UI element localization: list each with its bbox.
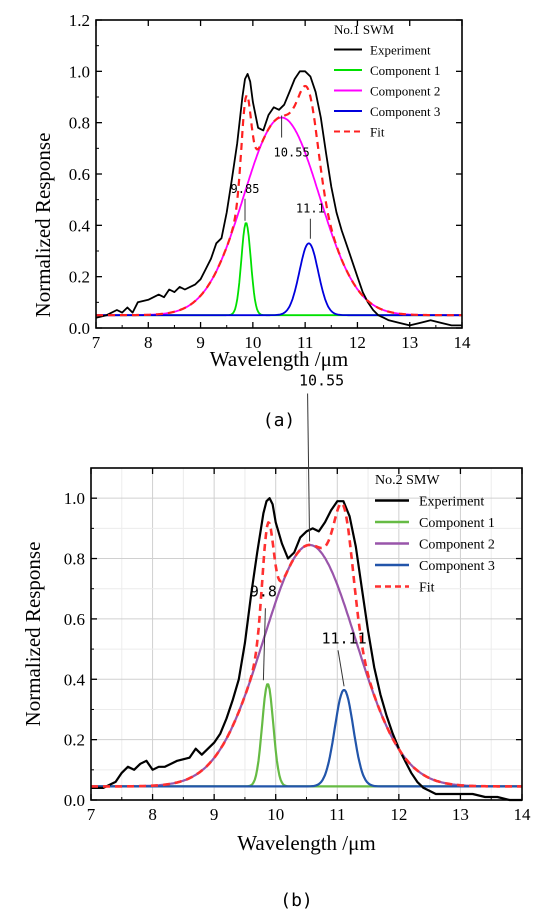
x-tick-label: 12 [390, 805, 407, 824]
series-line-component-3 [91, 689, 522, 788]
legend-title: No.2 SMW [375, 473, 440, 488]
annotation-label: 11.1 [296, 202, 325, 216]
y-tick-label: 1.0 [64, 489, 85, 508]
x-axis-title: Wavelength /μm [210, 347, 348, 371]
series-line-experiment [95, 70, 462, 327]
y-tick-label: 0.2 [69, 268, 90, 287]
y-tick-label: 0.4 [64, 670, 86, 689]
legend-label: Fit [370, 125, 385, 140]
x-tick-label: 13 [452, 805, 469, 824]
legend-label: Component 2 [370, 84, 440, 99]
legend-label: Component 3 [370, 104, 440, 119]
y-tick-label: 0.8 [69, 114, 90, 133]
y-tick-label: 0.0 [69, 319, 90, 338]
annotation-leader [337, 650, 345, 687]
chart-panel-b: 7 8 9 10 11 12 13 14 0.0 0.2 0.4 0.6 0.8 1.0 Wavelengt… [21, 371, 531, 911]
x-tick-label: 11 [297, 333, 313, 352]
x-tick-label: 7 [92, 333, 101, 352]
annotation-leader [307, 393, 311, 542]
x-tick-label: 12 [349, 333, 366, 352]
x-tick-label: 10 [267, 805, 284, 824]
annotation-leader [262, 608, 266, 681]
x-tick-label: 9 [196, 333, 205, 352]
legend-title: No.1 SWM [334, 22, 394, 37]
chart-panel-a: 7 8 9 10 11 12 13 14 0.0 0.2 0.4 0.6 0.8 1.0 1.2 Wavele… [31, 11, 471, 431]
legend-label: Component 1 [419, 516, 495, 531]
series-line-experiment [91, 497, 522, 802]
annotation-label: 9.85 [231, 182, 260, 196]
series-line-fit [95, 84, 463, 317]
x-axis-title: Wavelength /μm [237, 831, 375, 855]
x-tick-label: 7 [87, 805, 96, 824]
x-tick-label: 13 [401, 333, 418, 352]
y-tick-label: 1.0 [69, 62, 90, 81]
legend-label: Component 3 [419, 559, 495, 574]
y-tick-label: 0.2 [64, 731, 85, 750]
series-line-fit [90, 502, 523, 788]
legend-label: Experiment [370, 43, 431, 58]
x-tick-label: 8 [148, 805, 157, 824]
y-axis-title: Normalized Response [31, 133, 55, 318]
y-tick-label: 0.6 [64, 610, 85, 629]
y-tick-label: 0.8 [64, 550, 85, 569]
x-tick-label: 9 [210, 805, 219, 824]
panel-caption: (b) [280, 890, 313, 911]
legend-label: Fit [419, 581, 435, 596]
y-tick-label: 0.0 [64, 791, 85, 810]
x-tick-label: 14 [514, 805, 532, 824]
x-tick-label: 14 [454, 333, 472, 352]
annotation-label: 9.8 [250, 582, 277, 600]
legend: No.1 SWM Experiment Component 1 Component 2… [334, 22, 440, 140]
y-tick-label: 0.4 [69, 216, 91, 235]
series-line-component-3 [96, 242, 462, 317]
panel-caption: (a) [263, 410, 296, 431]
legend: No.2 SMW Experiment Component 1 Component 2… [375, 473, 495, 596]
legend-label: Experiment [419, 495, 484, 510]
series-line-component-1 [96, 222, 462, 317]
annotation-label: 10.55 [274, 146, 310, 160]
y-tick-label: 1.2 [69, 11, 90, 30]
x-tick-label: 8 [144, 333, 153, 352]
legend-label: Component 1 [370, 63, 440, 78]
y-tick-label: 0.6 [69, 165, 90, 184]
annotation-label: 11.11 [321, 629, 366, 647]
x-tick-label: 11 [329, 805, 345, 824]
x-tick-label: 10 [244, 333, 261, 352]
legend-label: Component 2 [419, 538, 495, 553]
annotation-label: 10.55 [299, 371, 344, 389]
y-axis-title: Normalized Response [21, 542, 45, 727]
